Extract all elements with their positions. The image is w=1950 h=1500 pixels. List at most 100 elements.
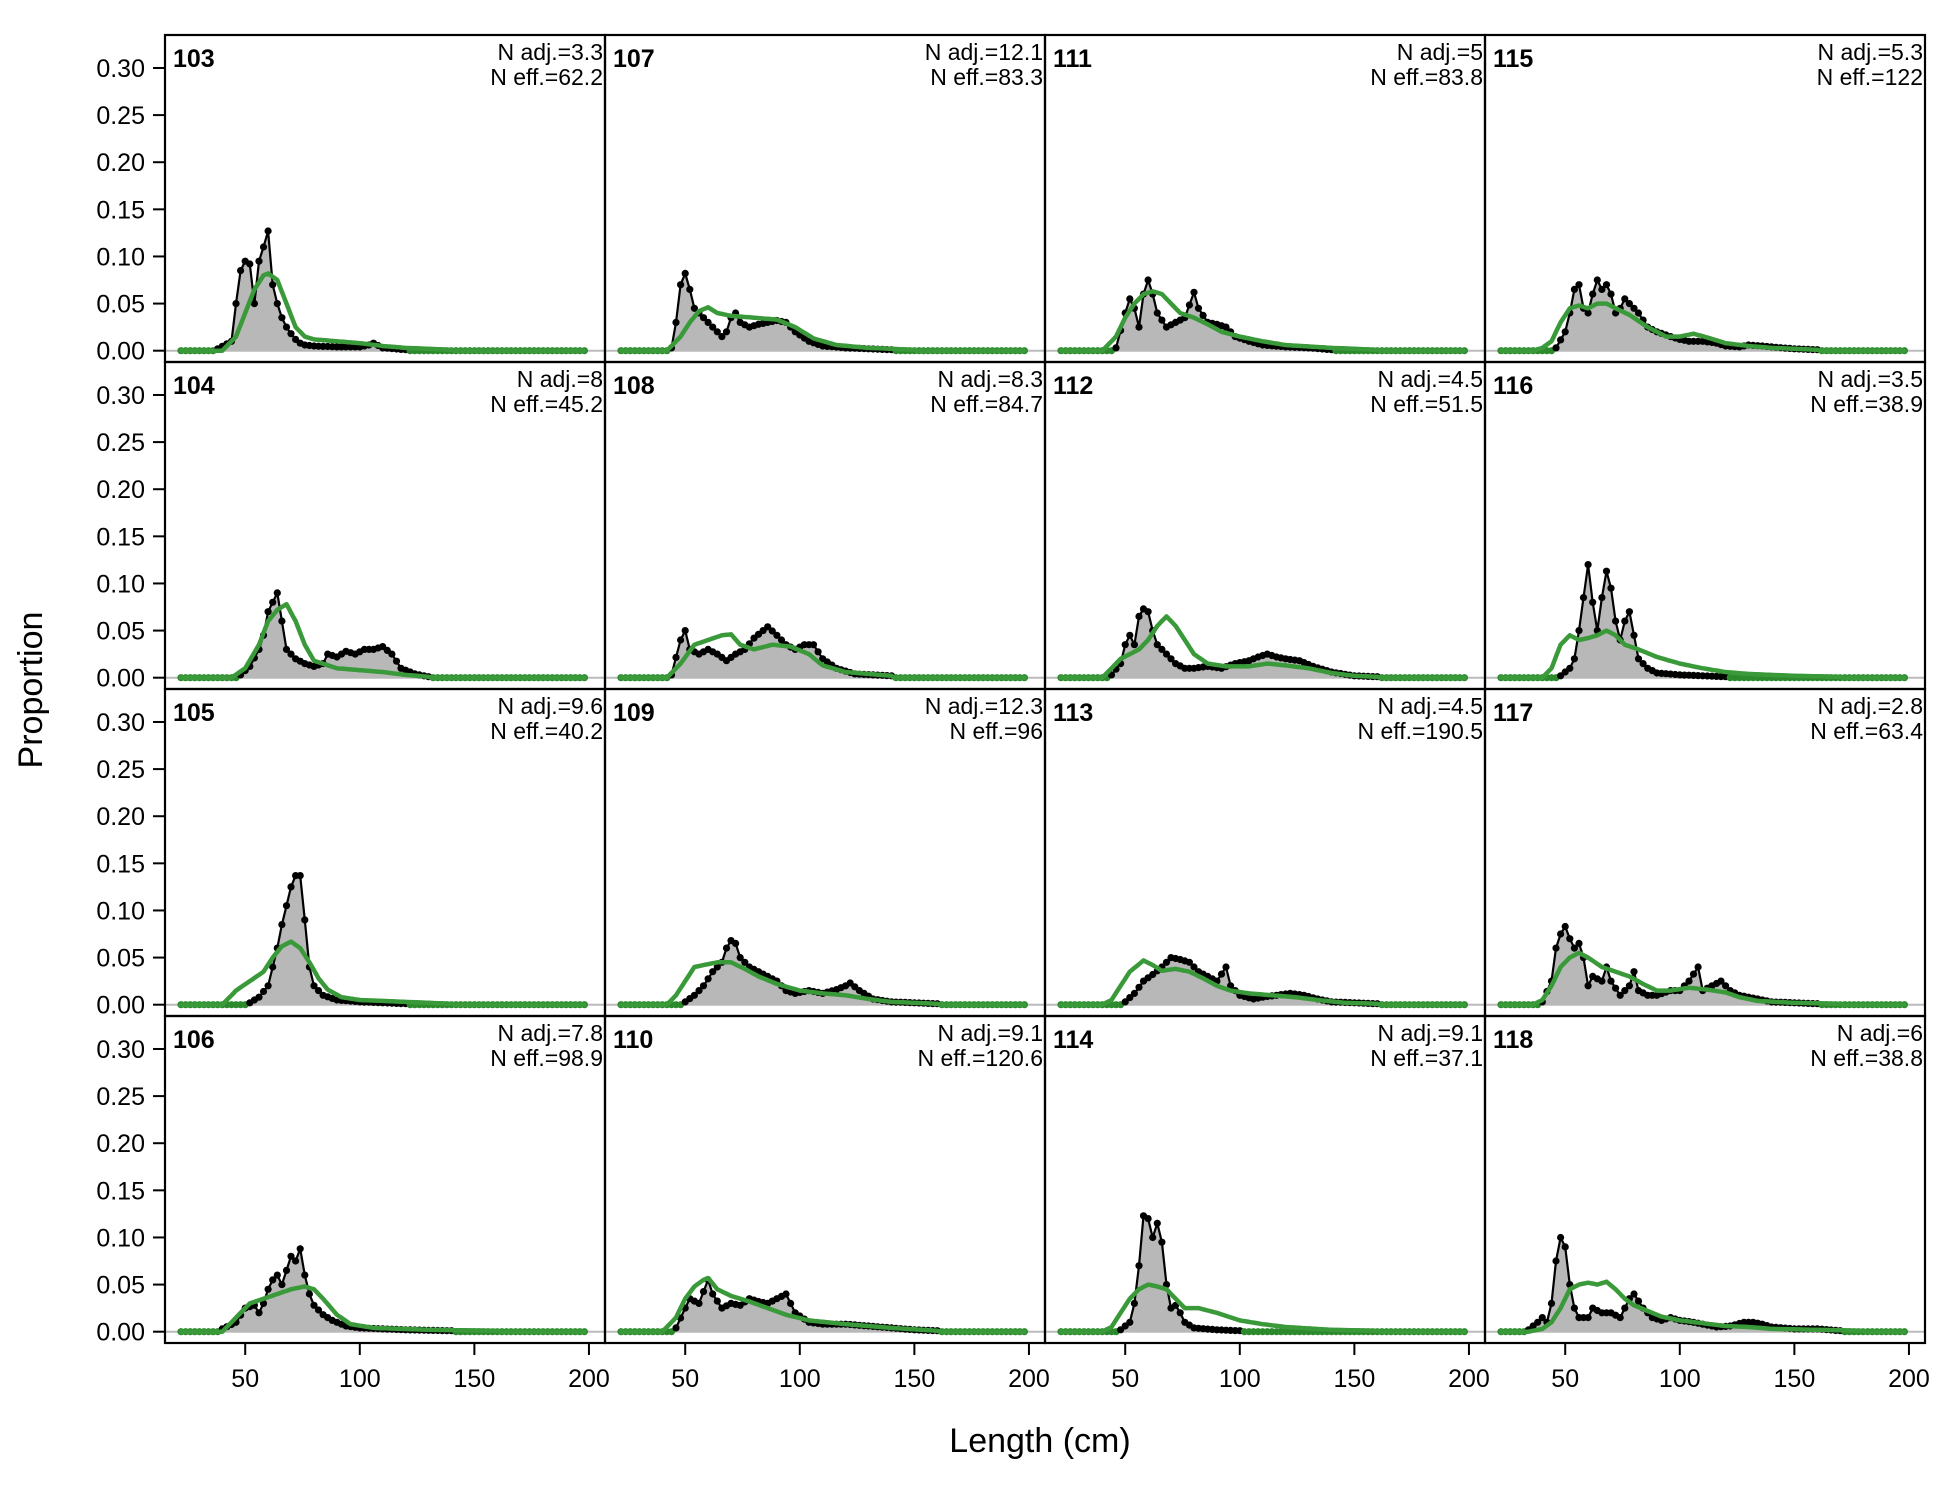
observed-point: [732, 939, 740, 948]
n-adj-label: N adj.=5: [1397, 39, 1483, 65]
observed-point: [1557, 1233, 1565, 1242]
observed-point: [736, 954, 744, 962]
y-tick-label: 0.30: [96, 1036, 145, 1064]
expected-line: [178, 1284, 587, 1334]
observed-point: [1566, 664, 1574, 672]
observed-point: [1130, 1299, 1138, 1307]
observed-point: [1621, 295, 1629, 303]
x-tick-label: 100: [339, 1365, 381, 1393]
observed-point: [1130, 641, 1138, 649]
observed-point: [1589, 290, 1597, 298]
expected-line: [1058, 958, 1467, 1007]
observed-point: [1634, 1297, 1643, 1305]
expected-line: [1498, 628, 1907, 680]
y-tick-label: 0.10: [96, 570, 145, 598]
n-adj-label: N adj.=8: [517, 366, 603, 392]
panel-id-label: 114: [1053, 1026, 1093, 1054]
observed-point: [1598, 285, 1606, 293]
x-tick-label: 50: [1111, 1365, 1139, 1393]
observed-point: [713, 1297, 721, 1305]
observed-point: [1167, 655, 1175, 663]
observed-point: [677, 281, 685, 289]
observed-point: [1607, 977, 1615, 985]
y-tick-label: 0.30: [96, 709, 145, 737]
observed-point: [1566, 935, 1574, 943]
observed-point: [1538, 1314, 1546, 1322]
x-tick-label: 100: [1219, 1365, 1261, 1393]
observed-point: [1190, 963, 1198, 971]
panel-109: 109 N adj.=12.3N eff.=96: [603, 687, 1047, 1018]
observed-point: [237, 267, 245, 275]
observed-point: [1158, 1238, 1166, 1246]
observed-point: [1570, 1304, 1578, 1312]
observed-point: [278, 617, 286, 625]
y-tick-label: 0.00: [96, 992, 145, 1020]
y-tick-label: 0.10: [96, 243, 145, 271]
observed-area: [1061, 280, 1465, 351]
n-eff-label: N eff.=40.2: [490, 718, 603, 744]
n-adj-label: N adj.=9.1: [1378, 1020, 1484, 1046]
observed-point: [301, 916, 309, 924]
observed-point: [1199, 311, 1207, 319]
observed-point: [718, 333, 726, 341]
panel-111: 111 N adj.=5N eff.=83.8: [1043, 33, 1487, 364]
observed-point: [1135, 323, 1143, 331]
y-tick-label: 0.00: [96, 338, 145, 366]
observed-point: [259, 243, 268, 251]
y-tick-label: 0.15: [96, 1177, 145, 1205]
observed-point: [681, 627, 689, 635]
observed-point: [255, 1309, 263, 1317]
panel-id-label: 107: [613, 45, 655, 73]
observed-point: [741, 958, 749, 966]
observed-area: [621, 940, 1025, 1005]
observed-point: [264, 1285, 272, 1293]
observed-point: [1602, 281, 1611, 289]
observed-point: [1694, 963, 1702, 971]
observed-point: [1121, 998, 1129, 1006]
panel-id-label: 105: [173, 699, 215, 727]
observed-point: [1621, 987, 1629, 995]
n-eff-label: N eff.=120.6: [917, 1045, 1043, 1071]
panel-116: 116 N adj.=3.5N eff.=38.9: [1483, 360, 1927, 691]
observed-point: [1575, 627, 1583, 635]
observed-point: [773, 631, 781, 639]
observed-point: [1185, 958, 1193, 966]
y-tick-label: 0.10: [96, 897, 145, 925]
observed-point: [1575, 281, 1583, 289]
observed-point: [699, 982, 708, 990]
observed-point: [388, 650, 396, 658]
observed-point: [1575, 939, 1583, 948]
observed-point: [672, 653, 680, 662]
panel-id-label: 104: [173, 372, 215, 400]
observed-point: [699, 314, 708, 322]
observed-point: [1685, 977, 1693, 985]
observed-point: [310, 982, 318, 990]
expected-line: [178, 939, 587, 1007]
n-eff-label: N eff.=45.2: [490, 391, 603, 417]
observed-area: [621, 626, 1025, 678]
expected-line: [618, 305, 1027, 353]
observed-point: [1194, 304, 1203, 312]
observed-point: [1158, 316, 1166, 324]
expected-line: [1058, 1282, 1467, 1334]
observed-point: [1621, 617, 1629, 625]
observed-point: [246, 260, 254, 268]
observed-point: [1158, 645, 1166, 654]
observed-point: [1126, 631, 1134, 639]
panel-id-label: 110: [613, 1026, 653, 1054]
observed-point: [287, 883, 295, 891]
observed-point: [1630, 304, 1638, 312]
panel-105: 105 N adj.=9.6N eff.=40.2: [163, 687, 607, 1018]
n-adj-label: N adj.=6: [1837, 1020, 1923, 1046]
observed-point: [1547, 1299, 1556, 1307]
observed-point: [814, 648, 822, 656]
panel-112: 112 N adj.=4.5N eff.=51.5: [1043, 360, 1487, 691]
observed-point: [1552, 1257, 1560, 1265]
n-eff-label: N eff.=51.5: [1370, 391, 1483, 417]
y-tick-label: 0.30: [96, 382, 145, 410]
observed-point: [278, 314, 286, 322]
panel-frame: [1483, 1014, 1927, 1345]
n-adj-label: N adj.=3.5: [1818, 366, 1924, 392]
observed-area: [181, 1248, 585, 1332]
